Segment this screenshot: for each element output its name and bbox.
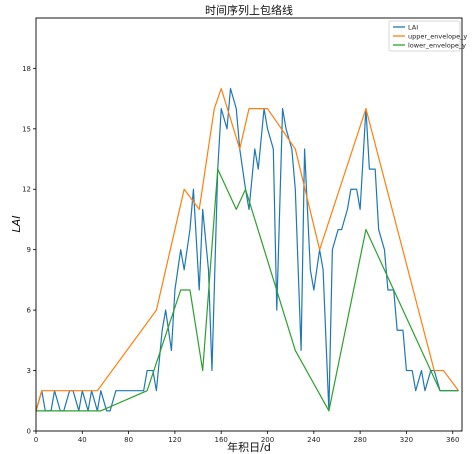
series-line-upper-envelope-y [35, 87, 460, 412]
y-tick-label: 3 [27, 367, 31, 375]
x-tick-label: 360 [446, 436, 459, 444]
y-tick-label: 0 [27, 428, 31, 436]
y-tick-label: 15 [22, 125, 31, 133]
series-line-lai [35, 87, 459, 412]
y-axis-ticks: 0 3 6 9 12 15 18 [22, 65, 36, 436]
x-tick-label: 240 [307, 436, 320, 444]
plot-lines [35, 87, 460, 412]
x-tick-label: 120 [168, 436, 181, 444]
legend-box [388, 20, 461, 52]
y-tick-label: 6 [27, 307, 32, 315]
y-tick-label: 9 [27, 246, 31, 254]
x-axis-ticks: 0 40 80 120 160 200 240 280 320 360 [34, 431, 459, 444]
x-tick-label: 160 [215, 436, 228, 444]
y-tick-label: 18 [22, 65, 31, 73]
legend-label: LAI [408, 23, 418, 31]
legend-label: lower_envelope_y [408, 41, 466, 49]
x-tick-label: 200 [261, 436, 274, 444]
legend-label: upper_envelope_y [408, 32, 467, 40]
y-axis-label: LAI [10, 216, 23, 233]
plot-area-frame [35, 17, 463, 432]
y-tick-label: 12 [22, 186, 31, 194]
x-tick-label: 320 [400, 436, 413, 444]
x-tick-label: 0 [34, 436, 38, 444]
x-tick-label: 280 [353, 436, 366, 444]
series-line-lower-envelope-y [36, 168, 459, 412]
x-tick-label: 40 [78, 436, 87, 444]
chart-title: 时间序列上包络线 [205, 3, 293, 17]
x-axis-label: 年积日/d [227, 440, 271, 454]
x-tick-label: 80 [124, 436, 133, 444]
